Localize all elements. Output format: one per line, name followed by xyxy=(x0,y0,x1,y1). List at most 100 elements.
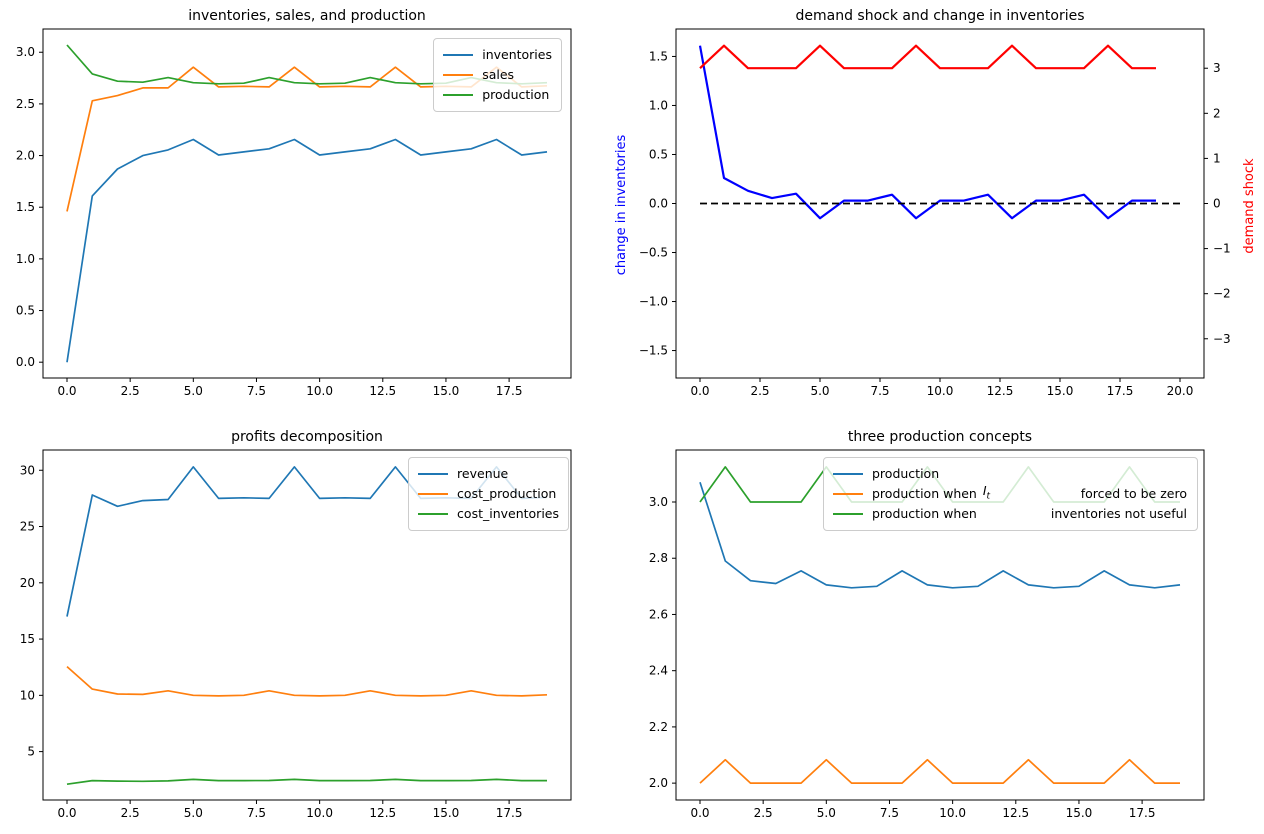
legend-line-icon xyxy=(418,473,449,475)
y-tick-right-label: 1 xyxy=(1213,151,1221,165)
y-tick-label: 2.0 xyxy=(16,149,35,163)
y-tick-right-label: −2 xyxy=(1213,287,1231,301)
legend-label: revenue xyxy=(457,466,509,481)
y-tick-label: 0.5 xyxy=(16,304,35,318)
x-tick-label: 12.5 xyxy=(987,384,1014,398)
y-tick-label: 30 xyxy=(20,463,35,477)
page-title: profits decomposition xyxy=(231,429,383,445)
y-tick-label: 15 xyxy=(20,632,35,646)
plot-area-inventories-sales-production: 0.0 2.5 5.0 7.5 10.0 12.5 15.0 17.5 0.0 0.5 1.0 1.5… xyxy=(16,28,572,398)
legend: inventories sales production xyxy=(433,38,562,112)
legend-label: production xyxy=(482,87,550,102)
x-tick-label: 10.0 xyxy=(927,384,954,398)
y-tick-label: 2.8 xyxy=(649,551,668,565)
y-tick-label: 0.5 xyxy=(649,147,668,161)
legend-line-icon xyxy=(833,513,863,515)
x-tick-label: 5.0 xyxy=(184,806,203,820)
legend-item-production-zero-inventories: production when It forced to be zero xyxy=(833,483,1187,504)
legend-label: production when xyxy=(872,506,977,521)
y-tick-label: 25 xyxy=(20,520,35,534)
chart-three-production-concepts: three production concepts 0.0 2.5 5.0 7.5 10… xyxy=(632,417,1264,834)
chart-profits-decomposition: profits decomposition 0.0 2.5 5.0 7.5 10.0 12… xyxy=(0,417,632,834)
legend-item-production: production xyxy=(443,85,552,105)
page-title: inventories, sales, and production xyxy=(188,8,426,24)
y-tick-label: −0.5 xyxy=(639,246,668,260)
y-tick-label: 2.5 xyxy=(16,97,35,111)
legend-line-icon xyxy=(443,54,474,56)
legend-label-suffix: forced to be zero xyxy=(1080,486,1187,501)
y-tick-label: 1.0 xyxy=(16,252,35,266)
plot-area-three-production-concepts: 0.0 2.5 5.0 7.5 10.0 12.5 15.0 17.5 2.0 2.2 2.4 2.6… xyxy=(649,449,1205,820)
y-tick-label: 1.5 xyxy=(649,49,668,63)
y-tick-label: 0.0 xyxy=(649,197,668,211)
y-tick-label: 2.2 xyxy=(649,720,668,734)
x-tick-label: 0.0 xyxy=(57,384,76,398)
x-tick-label: 7.5 xyxy=(247,806,266,820)
legend-item-production: production xyxy=(833,464,1187,484)
legend-label: production xyxy=(872,466,940,481)
y-tick-label: 2.0 xyxy=(649,776,668,790)
series-line-change-in-inventories xyxy=(698,45,1156,220)
y-tick-label: 3.0 xyxy=(649,495,668,509)
legend-line-icon xyxy=(833,473,863,475)
x-tick-label: 12.5 xyxy=(369,806,396,820)
x-tick-label: 10.0 xyxy=(306,806,333,820)
legend-item-sales: sales xyxy=(443,65,552,85)
x-tick-label: 0.0 xyxy=(690,384,709,398)
y-axis-label-right: demand shock xyxy=(1242,158,1257,254)
x-tick-label: 0.0 xyxy=(57,806,76,820)
x-tick-label: 10.0 xyxy=(939,806,966,820)
y-tick-label: 2.6 xyxy=(649,607,668,621)
y-tick-label: 0.0 xyxy=(16,355,35,369)
legend-line-icon xyxy=(418,513,449,515)
x-tick-label: 5.0 xyxy=(184,384,203,398)
x-tick-label: 10.0 xyxy=(306,384,333,398)
x-tick-label: 15.0 xyxy=(1066,806,1093,820)
x-tick-label: 17.5 xyxy=(1129,806,1156,820)
y-tick-label: −1.0 xyxy=(639,295,668,309)
legend-item-production-inventories-not-useful: production when inventories not useful xyxy=(833,504,1187,524)
page-title: demand shock and change in inventories xyxy=(795,8,1085,24)
series-line-cost-production xyxy=(66,665,548,697)
y-tick-label: 2.4 xyxy=(649,664,668,678)
x-tick-label: 17.5 xyxy=(496,806,523,820)
y-tick-label: 20 xyxy=(20,576,35,590)
y-tick-right-label: −1 xyxy=(1213,242,1231,256)
legend-label: cost_production xyxy=(457,486,557,501)
x-tick-label: 12.5 xyxy=(369,384,396,398)
legend-item-cost-inventories: cost_inventories xyxy=(418,504,559,524)
legend-item-inventories: inventories xyxy=(443,45,552,65)
legend-line-icon xyxy=(443,94,474,96)
y-tick-label: 5 xyxy=(27,745,35,759)
x-tick-label: 17.5 xyxy=(1107,384,1134,398)
x-tick-label: 15.0 xyxy=(433,806,460,820)
x-tick-label: 2.5 xyxy=(750,384,769,398)
legend: production production when It forced to … xyxy=(823,457,1198,531)
legend-line-icon xyxy=(418,493,449,495)
page-title: three production concepts xyxy=(847,429,1033,445)
y-tick-label: 1.0 xyxy=(649,98,668,112)
axes-frame xyxy=(675,28,1205,379)
legend-label-suffix: inventories not useful xyxy=(1050,506,1187,521)
axes-frame xyxy=(42,28,572,379)
axes-frame xyxy=(42,449,572,801)
y-tick-right-label: −3 xyxy=(1213,332,1231,346)
legend-item-revenue: revenue xyxy=(418,464,559,484)
legend-label: production when xyxy=(872,486,977,501)
legend-line-icon xyxy=(443,74,474,76)
legend-line-icon xyxy=(833,493,863,495)
y-tick-label: 10 xyxy=(20,688,35,702)
math-symbol-It: It xyxy=(982,483,991,502)
y-tick-right-label: 2 xyxy=(1213,106,1221,120)
x-tick-label: 2.5 xyxy=(121,806,140,820)
y-axis-label-left: change in inventories xyxy=(614,134,629,276)
x-tick-label: 7.5 xyxy=(880,806,899,820)
x-tick-label: 12.5 xyxy=(1002,806,1029,820)
x-tick-label: 2.5 xyxy=(754,806,773,820)
axes-frame xyxy=(675,449,1205,801)
plot-area-demand-shock: 0.0 2.5 5.0 7.5 10.0 12.5 15.0 17.5 20.01.51.00.… xyxy=(639,28,1231,398)
series-line-production xyxy=(699,482,1181,589)
y-tick-label: 1.5 xyxy=(16,200,35,214)
x-tick-label: 15.0 xyxy=(433,384,460,398)
